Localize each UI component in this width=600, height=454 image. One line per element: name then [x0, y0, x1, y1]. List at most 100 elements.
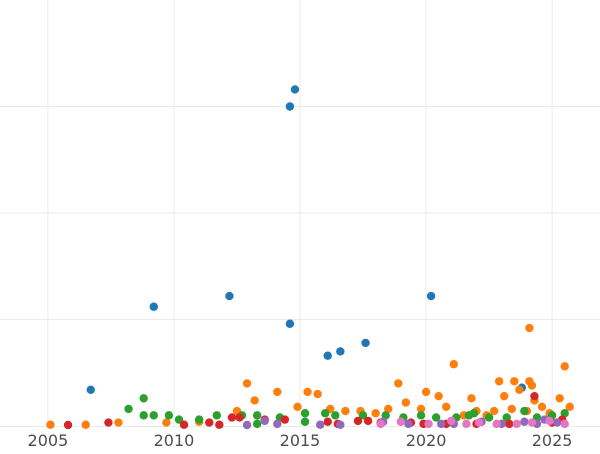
data-point [510, 377, 519, 386]
data-point [242, 420, 252, 430]
data-point [426, 291, 436, 301]
data-point [494, 377, 504, 386]
data-point [436, 419, 446, 429]
data-point [560, 362, 569, 371]
data-point [260, 416, 269, 426]
data-point [527, 381, 537, 390]
data-point [467, 394, 476, 403]
data-point [290, 85, 300, 94]
data-point [285, 102, 295, 111]
data-point [174, 415, 184, 424]
data-point [442, 402, 451, 412]
data-point [124, 404, 133, 414]
data-point [293, 402, 302, 412]
data-point [353, 416, 363, 426]
data-point [416, 404, 426, 414]
data-point [336, 420, 345, 429]
data-point [300, 409, 310, 418]
data-point [280, 415, 290, 424]
data-point [537, 402, 547, 412]
data-point [63, 420, 73, 430]
x-tick-label: 2025 [532, 431, 573, 450]
data-point [545, 416, 554, 426]
data-point [520, 417, 529, 426]
data-point [212, 411, 222, 420]
data-point [474, 418, 484, 427]
data-point [492, 419, 501, 429]
data-point [552, 418, 562, 427]
data-point [179, 420, 189, 429]
data-point [250, 396, 259, 405]
data-point [361, 338, 370, 348]
data-point [313, 389, 322, 399]
data-point [512, 419, 522, 429]
x-axis: 2005 2010 2015 2020 2025 [28, 431, 573, 450]
data-point [114, 418, 123, 427]
data-point [394, 379, 403, 388]
data-point [285, 319, 295, 328]
data-point [434, 391, 443, 401]
data-point [404, 419, 413, 429]
data-point [86, 385, 95, 394]
data-point [500, 391, 509, 401]
data-point [194, 415, 204, 424]
x-tick-label: 2020 [406, 431, 447, 450]
data-point [505, 419, 514, 429]
data-point [447, 416, 456, 426]
data-point [273, 419, 282, 429]
data-point [560, 419, 569, 429]
data-point [376, 419, 385, 429]
x-tick-label: 2010 [154, 431, 195, 450]
data-point [235, 413, 244, 422]
data-point [341, 406, 350, 416]
data-point [323, 417, 332, 426]
data-point [162, 418, 171, 427]
data-point [371, 409, 380, 418]
data-point [421, 387, 431, 397]
data-point [149, 411, 158, 420]
data-point [81, 420, 90, 429]
data-point [252, 419, 262, 429]
data-point [527, 418, 537, 427]
data-point [381, 411, 390, 420]
data-point [502, 413, 511, 422]
data-point [300, 417, 310, 426]
data-point [462, 419, 471, 429]
data-point [139, 394, 148, 403]
data-point [401, 398, 411, 407]
data-point [252, 411, 262, 420]
data-point [321, 409, 330, 418]
data-point [315, 420, 325, 429]
data-point [358, 411, 368, 420]
data-point [555, 394, 564, 403]
data-point [507, 404, 516, 414]
data-point [104, 418, 113, 427]
data-point [225, 291, 234, 301]
points-layer [46, 85, 574, 430]
data-point [303, 387, 312, 397]
data-point [565, 402, 574, 412]
data-point [363, 416, 373, 426]
data-point [273, 387, 282, 397]
data-point [227, 413, 237, 422]
data-point [336, 347, 345, 356]
data-point [215, 420, 224, 429]
data-point [205, 418, 214, 427]
data-point [323, 351, 332, 360]
data-point [331, 411, 340, 420]
data-point [484, 413, 494, 422]
data-point [532, 413, 542, 422]
x-tick-label: 2015 [280, 431, 321, 450]
data-point [164, 411, 174, 420]
data-point [46, 420, 55, 429]
data-point [431, 413, 441, 422]
data-point [560, 409, 569, 418]
data-point [525, 323, 534, 333]
data-point [520, 406, 529, 416]
data-point [515, 385, 524, 394]
data-point [242, 379, 252, 388]
data-point [449, 360, 458, 369]
data-point [384, 404, 393, 414]
